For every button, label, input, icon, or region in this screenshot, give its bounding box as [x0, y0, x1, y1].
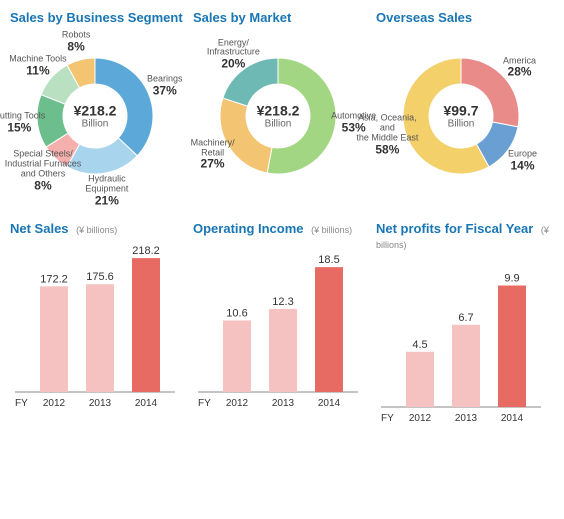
- bar-chart-1: FY 10.6 2012 12.3 2013 18.5 2014: [193, 242, 371, 412]
- bar-value-label: 18.5: [318, 254, 339, 266]
- donut-chart-2: America28%Europe14%Asia, Oceania,andthe …: [376, 31, 546, 201]
- donut-center-caption: Billion: [257, 119, 300, 130]
- donut-panel-1: Sales by Market Automotive53%Machinery/R…: [193, 10, 371, 201]
- bar: [498, 286, 526, 408]
- donut-center: ¥218.2Billion: [74, 103, 117, 130]
- bar-value-label: 9.9: [504, 273, 519, 285]
- bar-category-label: 2012: [409, 413, 432, 424]
- bar-panel-0: Net Sales (¥ billions) FY 172.2 2012 175.6 2…: [10, 221, 188, 427]
- bar-chart-2: FY 4.5 2012 6.7 2013 9.9 2014: [376, 257, 554, 427]
- donut-center-value: ¥218.2: [257, 103, 300, 119]
- bar-value-label: 6.7: [458, 312, 473, 324]
- bar-row: Net Sales (¥ billions) FY 172.2 2012 175.6 2…: [10, 221, 554, 427]
- bar-value-label: 172.2: [40, 273, 68, 285]
- bar-value-label: 4.5: [412, 339, 427, 351]
- bar-category-label: 2013: [455, 413, 478, 424]
- bar: [269, 309, 297, 392]
- bar-value-label: 10.6: [226, 307, 247, 319]
- donut-row: Sales by Business Segment Bearings37%Hyd…: [10, 10, 554, 201]
- donut-center: ¥218.2Billion: [257, 103, 300, 130]
- bar-value-label: 218.2: [132, 245, 160, 257]
- donut-chart-1: Automotive53%Machinery/Retail27%Energy/I…: [193, 31, 363, 201]
- donut-center-caption: Billion: [74, 119, 117, 130]
- donut-chart-0: Bearings37%HydraulicEquipment21%Special …: [10, 31, 180, 201]
- fy-label: FY: [381, 413, 394, 424]
- donut-title-1: Sales by Market: [193, 10, 371, 25]
- bar-unit-0: (¥ billions): [76, 225, 117, 235]
- bar-title-text-0: Net Sales: [10, 221, 69, 236]
- donut-slice: [223, 58, 278, 106]
- bar-title-1: Operating Income (¥ billions): [193, 221, 371, 236]
- donut-title-2: Overseas Sales: [376, 10, 554, 25]
- donut-panel-2: Overseas Sales America28%Europe14%Asia, …: [376, 10, 554, 201]
- donut-center: ¥99.7Billion: [443, 103, 478, 130]
- bar-category-label: 2014: [501, 413, 524, 424]
- fy-label: FY: [198, 398, 211, 409]
- bar: [223, 320, 251, 392]
- bar-category-label: 2012: [226, 398, 249, 409]
- bar: [406, 352, 434, 407]
- bar: [452, 325, 480, 407]
- fy-label: FY: [15, 398, 28, 409]
- bar-title-text-1: Operating Income: [193, 221, 304, 236]
- bar-title-text-2: Net profits for Fiscal Year: [376, 221, 533, 236]
- donut-title-0: Sales by Business Segment: [10, 10, 188, 25]
- bar-title-2: Net profits for Fiscal Year (¥ billions): [376, 221, 554, 251]
- donut-center-value: ¥99.7: [443, 103, 478, 119]
- bar-category-label: 2013: [89, 398, 112, 409]
- donut-panel-0: Sales by Business Segment Bearings37%Hyd…: [10, 10, 188, 201]
- bar-value-label: 175.6: [86, 271, 114, 283]
- bar-value-label: 12.3: [272, 296, 293, 308]
- bar: [315, 267, 343, 392]
- bar-chart-0: FY 172.2 2012 175.6 2013 218.2 2014: [10, 242, 188, 412]
- bar-panel-1: Operating Income (¥ billions) FY 10.6 2012…: [193, 221, 371, 427]
- bar-category-label: 2014: [318, 398, 341, 409]
- bar-panel-2: Net profits for Fiscal Year (¥ billions)…: [376, 221, 554, 427]
- bar: [86, 284, 114, 392]
- bar-title-0: Net Sales (¥ billions): [10, 221, 188, 236]
- bar-category-label: 2013: [272, 398, 295, 409]
- bar: [132, 258, 160, 392]
- donut-center-caption: Billion: [443, 119, 478, 130]
- donut-center-value: ¥218.2: [74, 103, 117, 119]
- bar: [40, 286, 68, 392]
- bar-category-label: 2012: [43, 398, 66, 409]
- bar-unit-1: (¥ billions): [311, 225, 352, 235]
- bar-category-label: 2014: [135, 398, 158, 409]
